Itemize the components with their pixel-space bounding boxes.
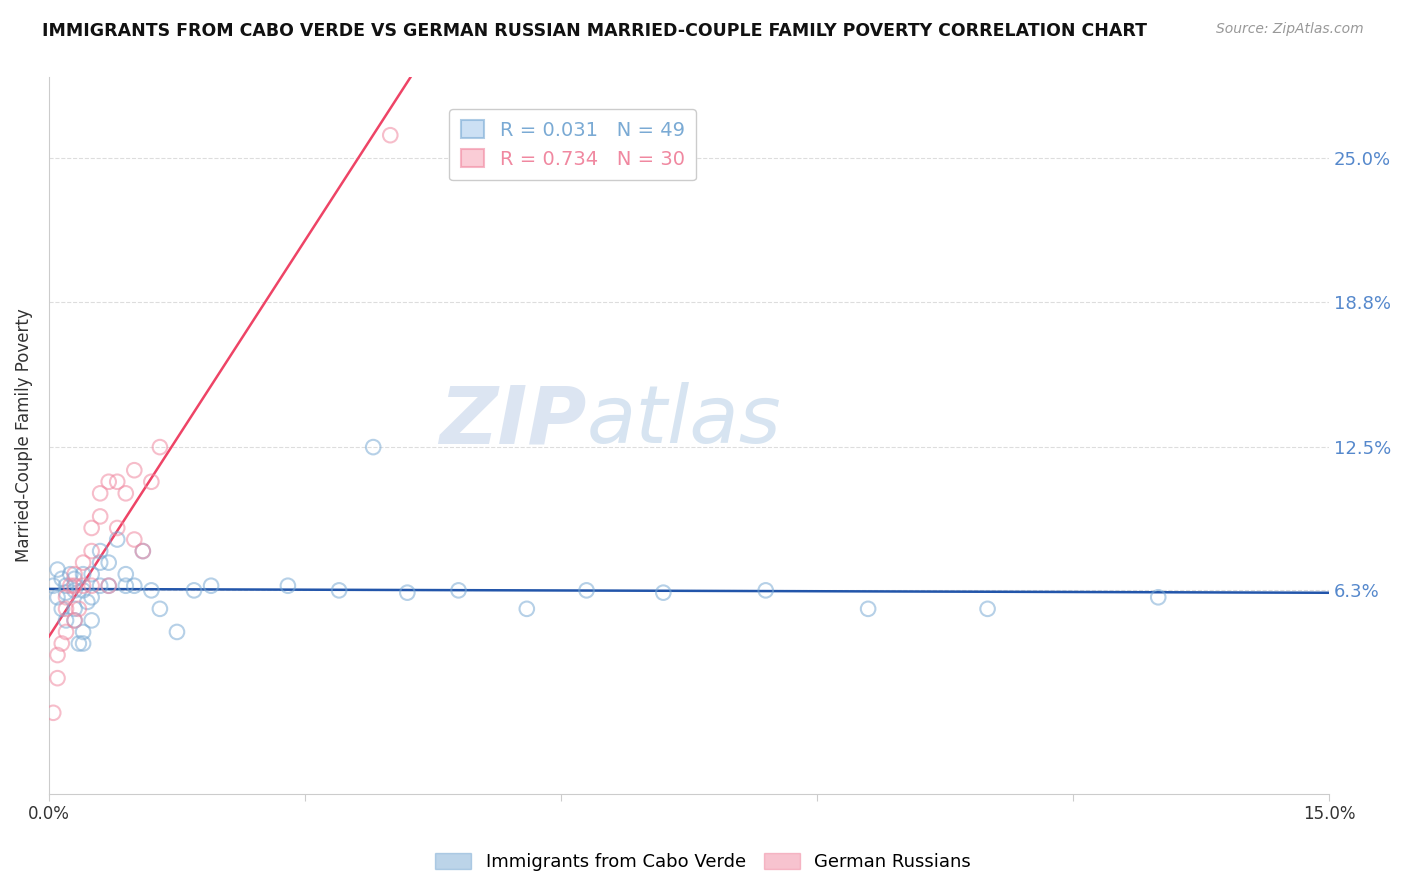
Point bbox=[72, 567, 94, 582]
Point bbox=[51, 636, 73, 650]
Legend: Immigrants from Cabo Verde, German Russians: Immigrants from Cabo Verde, German Russi… bbox=[427, 846, 979, 879]
Point bbox=[59, 579, 82, 593]
Point bbox=[89, 486, 111, 500]
Point bbox=[72, 583, 94, 598]
Point bbox=[55, 591, 77, 605]
Point bbox=[42, 706, 65, 720]
Point bbox=[516, 602, 538, 616]
Point bbox=[80, 614, 103, 628]
Point bbox=[63, 567, 86, 582]
Point bbox=[63, 572, 86, 586]
Point bbox=[132, 544, 155, 558]
Point bbox=[63, 579, 86, 593]
Point bbox=[67, 602, 90, 616]
Point bbox=[55, 602, 77, 616]
Point bbox=[51, 572, 73, 586]
Point bbox=[396, 585, 419, 599]
Point bbox=[114, 567, 136, 582]
Point bbox=[72, 579, 94, 593]
Point bbox=[97, 556, 120, 570]
Point bbox=[89, 556, 111, 570]
Point bbox=[72, 636, 94, 650]
Point bbox=[80, 591, 103, 605]
Point bbox=[166, 624, 188, 639]
Point bbox=[105, 533, 128, 547]
Point bbox=[72, 624, 94, 639]
Point bbox=[46, 648, 69, 662]
Point bbox=[200, 579, 222, 593]
Point bbox=[114, 486, 136, 500]
Point bbox=[652, 585, 675, 599]
Point bbox=[59, 567, 82, 582]
Point bbox=[141, 475, 163, 489]
Point bbox=[755, 583, 778, 598]
Point bbox=[55, 579, 77, 593]
Point bbox=[856, 602, 879, 616]
Legend: R = 0.031   N = 49, R = 0.734   N = 30: R = 0.031 N = 49, R = 0.734 N = 30 bbox=[449, 109, 696, 180]
Point bbox=[976, 602, 998, 616]
Point bbox=[80, 521, 103, 535]
Point bbox=[67, 636, 90, 650]
Point bbox=[63, 583, 86, 598]
Point bbox=[63, 614, 86, 628]
Point bbox=[575, 583, 598, 598]
Point bbox=[124, 533, 146, 547]
Point bbox=[89, 509, 111, 524]
Point bbox=[183, 583, 205, 598]
Point bbox=[42, 579, 65, 593]
Point bbox=[380, 128, 402, 143]
Point bbox=[89, 544, 111, 558]
Point bbox=[51, 602, 73, 616]
Point bbox=[149, 602, 172, 616]
Point bbox=[141, 583, 163, 598]
Text: ZIP: ZIP bbox=[439, 383, 586, 460]
Point bbox=[124, 463, 146, 477]
Point bbox=[97, 579, 120, 593]
Point bbox=[124, 579, 146, 593]
Point bbox=[114, 579, 136, 593]
Text: IMMIGRANTS FROM CABO VERDE VS GERMAN RUSSIAN MARRIED-COUPLE FAMILY POVERTY CORRE: IMMIGRANTS FROM CABO VERDE VS GERMAN RUS… bbox=[42, 22, 1147, 40]
Point bbox=[132, 544, 155, 558]
Point bbox=[46, 671, 69, 685]
Point bbox=[80, 544, 103, 558]
Text: atlas: atlas bbox=[586, 383, 782, 460]
Y-axis label: Married-Couple Family Poverty: Married-Couple Family Poverty bbox=[15, 309, 32, 563]
Point bbox=[105, 521, 128, 535]
Point bbox=[72, 556, 94, 570]
Point bbox=[63, 614, 86, 628]
Point bbox=[361, 440, 384, 454]
Point bbox=[97, 579, 120, 593]
Text: Source: ZipAtlas.com: Source: ZipAtlas.com bbox=[1216, 22, 1364, 37]
Point bbox=[55, 624, 77, 639]
Point bbox=[80, 567, 103, 582]
Point bbox=[97, 475, 120, 489]
Point bbox=[76, 595, 98, 609]
Point bbox=[55, 585, 77, 599]
Point bbox=[63, 602, 86, 616]
Point bbox=[46, 591, 69, 605]
Point bbox=[89, 579, 111, 593]
Point bbox=[1147, 591, 1170, 605]
Point bbox=[277, 579, 299, 593]
Point bbox=[55, 614, 77, 628]
Point bbox=[328, 583, 350, 598]
Point bbox=[447, 583, 470, 598]
Point bbox=[149, 440, 172, 454]
Point bbox=[46, 563, 69, 577]
Point bbox=[80, 579, 103, 593]
Point bbox=[105, 475, 128, 489]
